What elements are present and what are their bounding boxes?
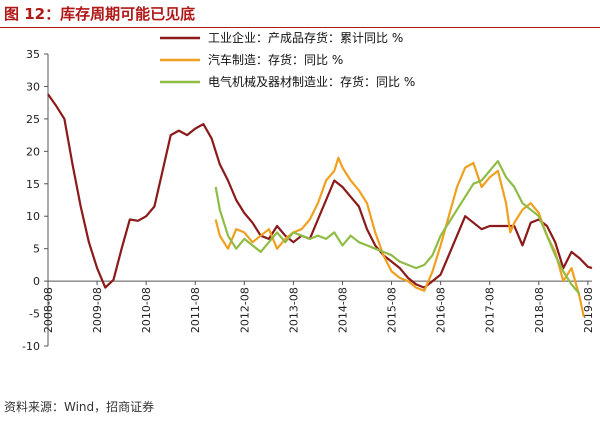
chart-legend: 工业企业：产成品存货：累计同比 % 汽车制造：存货：同比 % 电气机械及器材制造业：… — [160, 30, 415, 89]
y-tick-label: 5 — [33, 243, 40, 256]
y-tick-label: 10 — [26, 210, 40, 223]
title-divider — [0, 27, 600, 28]
chart-title: 图 12：库存周期可能已见底 — [4, 5, 196, 23]
source-note: 资料来源：Wind，招商证券 — [4, 400, 155, 414]
series-line-2 — [214, 156, 585, 318]
x-tick-label: 2011-08 — [189, 287, 202, 333]
x-tick-label: 2017-08 — [484, 287, 497, 333]
x-tick-label: 2015-08 — [386, 287, 399, 333]
x-tick-label: 2012-08 — [238, 287, 251, 333]
x-tick-label: 2010-08 — [140, 287, 153, 333]
legend-label-2: 汽车制造：存货：同比 % — [208, 52, 343, 67]
x-tick-label: 2013-08 — [287, 287, 300, 333]
y-tick-label: -5 — [29, 308, 40, 321]
legend-label-1: 工业企业：产成品存货：累计同比 % — [208, 30, 403, 45]
y-tick-label: 20 — [26, 145, 40, 158]
x-tick-label: 2008-08 — [42, 287, 55, 333]
legend-label-3: 电气机械及器材制造业：存货：同比 % — [208, 74, 415, 89]
y-tick-label: 30 — [26, 80, 40, 93]
x-tick-label: 2019-08 — [582, 287, 595, 333]
series-line-3 — [214, 160, 581, 295]
y-tick-label: 35 — [26, 48, 40, 61]
chart-axes: -10 -5 0 5 10 15 20 25 30 35 2008-08 2009-08 2010-08… — [22, 48, 595, 353]
x-tick-label: 2018-08 — [533, 287, 546, 333]
chart-series — [47, 93, 593, 318]
y-tick-label: 15 — [26, 178, 40, 191]
y-tick-label: -10 — [22, 340, 40, 353]
x-tick-label: 2009-08 — [91, 287, 104, 333]
x-tick-label: 2016-08 — [435, 287, 448, 333]
x-tick-label: 2014-08 — [336, 287, 349, 333]
y-tick-label: 25 — [26, 113, 40, 126]
line-chart: -10 -5 0 5 10 15 20 25 30 35 2008-08 2009-08 2010-08… — [22, 30, 595, 353]
series-line-1 — [47, 93, 593, 289]
y-tick-label: 0 — [33, 275, 40, 288]
